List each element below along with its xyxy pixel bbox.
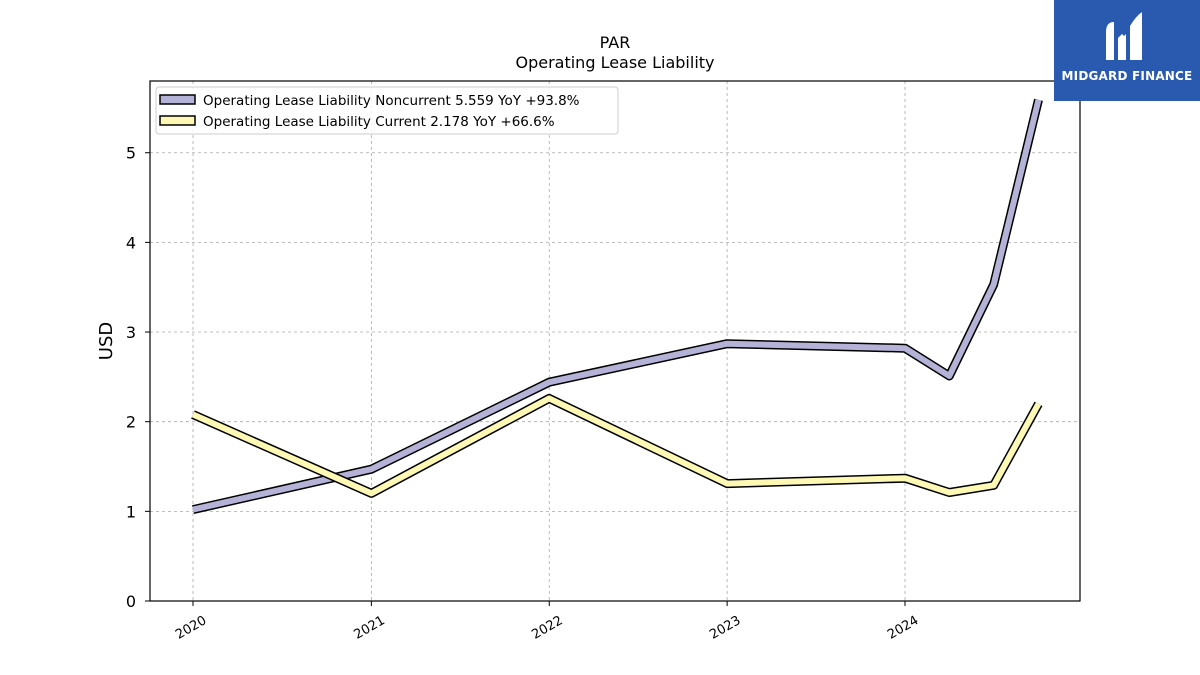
x-tick-label: 2020 (173, 613, 209, 643)
plot-frame (149, 80, 1081, 602)
series-outline-noncurrent (192, 98, 1043, 514)
y-axis-label: USD (96, 322, 117, 360)
y-tick-label: 3 (126, 323, 136, 342)
x-tick-label: 2021 (352, 613, 388, 643)
logo-text: MIDGARD FINANCE (1061, 69, 1193, 83)
y-tick-label: 2 (126, 413, 136, 432)
legend-frame (155, 86, 619, 135)
series-line-current (191, 395, 1042, 497)
y-tick-label: 1 (126, 502, 136, 521)
y-tick-label: 4 (126, 233, 136, 252)
chart-subtitle: Operating Lease Liability (515, 53, 714, 72)
x-tick-label: 2023 (707, 613, 743, 643)
legend-swatch-noncurrent (159, 94, 196, 105)
series-line-noncurrent (192, 99, 1042, 513)
legend-label-current: Operating Lease Liability Current 2.178 … (203, 114, 555, 130)
y-tick-label: 0 (126, 592, 136, 611)
x-tick-label: 2022 (529, 613, 565, 643)
chart-title: PAR (600, 33, 631, 52)
logo-mark-icon (1106, 12, 1142, 60)
legend: Operating Lease Liability Noncurrent 5.5… (155, 86, 619, 135)
legend-swatch-current (159, 115, 196, 126)
midgard-finance-logo: MIDGARD FINANCE (1054, 0, 1200, 101)
legend-label-noncurrent: Operating Lease Liability Noncurrent 5.5… (203, 93, 580, 109)
grid-lines (150, 81, 1080, 602)
x-tick-label: 2024 (885, 613, 921, 643)
y-tick-label: 5 (126, 144, 136, 163)
series-lines (191, 98, 1043, 514)
